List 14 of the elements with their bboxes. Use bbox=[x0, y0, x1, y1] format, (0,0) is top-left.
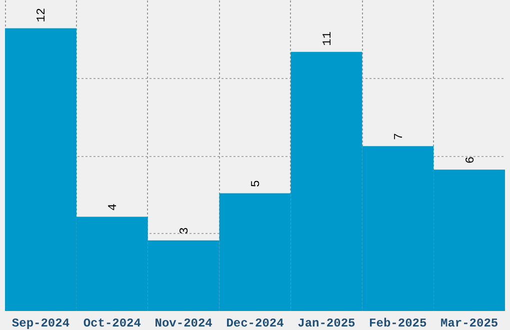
x-tick-label: Feb-2025 bbox=[369, 316, 427, 330]
x-tick-label: Oct-2024 bbox=[83, 316, 141, 330]
x-tick-label: Sep-2024 bbox=[12, 316, 70, 330]
x-tick-label: Dec-2024 bbox=[226, 316, 284, 330]
data-label: 11 bbox=[320, 31, 334, 46]
data-label: 3 bbox=[178, 227, 192, 234]
x-tick-label: Jan-2025 bbox=[298, 316, 356, 330]
data-label: 5 bbox=[249, 180, 263, 188]
data-label: 6 bbox=[463, 156, 478, 164]
data-label: 4 bbox=[106, 204, 120, 211]
x-tick-label: Nov-2024 bbox=[154, 316, 212, 330]
data-label: 7 bbox=[392, 132, 406, 140]
x-tick-label: Mar-2025 bbox=[440, 316, 498, 330]
data-label: 12 bbox=[34, 8, 49, 22]
